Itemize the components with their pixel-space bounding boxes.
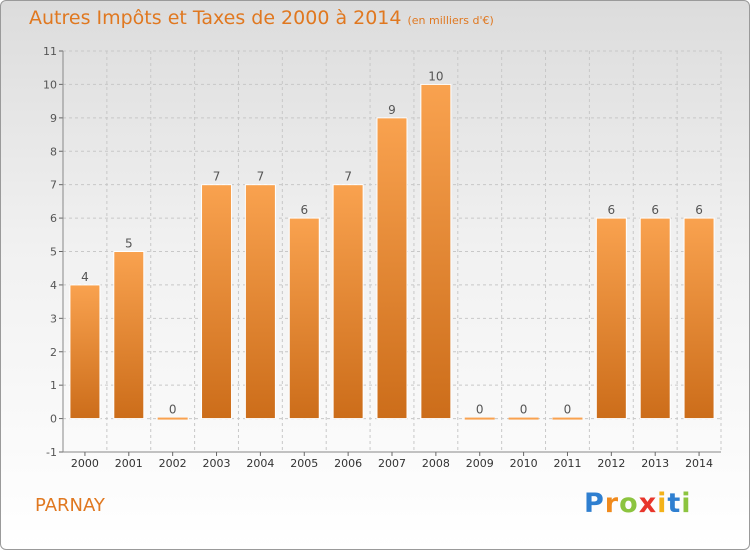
bar-2008 xyxy=(420,83,452,420)
logo-letter: r xyxy=(604,488,620,519)
title-text: Autres Impôts et Taxes de 2000 à 2014 xyxy=(29,7,402,29)
data-label: 7 xyxy=(257,170,265,184)
x-tick-label: 2014 xyxy=(685,457,713,470)
chart-title: Autres Impôts et Taxes de 2000 à 2014 (en… xyxy=(29,7,494,29)
data-label: 6 xyxy=(695,203,703,217)
data-label: 5 xyxy=(125,237,133,251)
data-label: 7 xyxy=(344,170,352,184)
y-tick-label: 4 xyxy=(50,279,57,292)
logo-letter: P xyxy=(584,488,605,519)
y-tick-label: 1 xyxy=(50,379,57,392)
bar-2003 xyxy=(201,184,233,420)
bar-2000 xyxy=(69,284,101,420)
x-tick-label: 2004 xyxy=(246,457,274,470)
bars xyxy=(69,83,715,420)
y-tick-label: 0 xyxy=(50,413,57,426)
data-label: 4 xyxy=(81,270,89,284)
y-tick-label: 3 xyxy=(50,312,57,325)
bar-2005 xyxy=(288,217,320,420)
x-tick-label: 2008 xyxy=(422,457,450,470)
bar-2012 xyxy=(595,217,627,420)
x-tick-label: 2013 xyxy=(641,457,669,470)
y-tick-label: 7 xyxy=(50,179,57,192)
data-label: 0 xyxy=(169,403,177,417)
x-tick-label: 2005 xyxy=(290,457,318,470)
y-tick-label: -1 xyxy=(46,446,57,459)
bar-2002 xyxy=(157,417,188,420)
x-tick-label: 2003 xyxy=(203,457,231,470)
x-tick-label: 2009 xyxy=(466,457,494,470)
place-name: PARNAY xyxy=(35,495,105,516)
data-label: 0 xyxy=(564,403,572,417)
x-tick-label: 2001 xyxy=(115,457,143,470)
data-label: 9 xyxy=(388,103,396,117)
x-tick-label: 2002 xyxy=(159,457,187,470)
proxiti-logo: Proxiti xyxy=(584,488,692,519)
y-tick-label: 9 xyxy=(50,112,57,125)
bar-2006 xyxy=(332,184,364,420)
data-label: 0 xyxy=(520,403,528,417)
logo-letter: t xyxy=(667,488,682,519)
x-tick-label: 2000 xyxy=(71,457,99,470)
x-tick-label: 2007 xyxy=(378,457,406,470)
bar-2007 xyxy=(376,117,408,420)
bar-2001 xyxy=(113,251,145,420)
y-tick-label: 10 xyxy=(43,78,57,91)
data-label: 10 xyxy=(428,69,443,83)
x-tick-label: 2010 xyxy=(510,457,538,470)
x-tick-label: 2006 xyxy=(334,457,362,470)
title-unit: (en milliers d'€) xyxy=(407,14,494,27)
y-tick-label: 6 xyxy=(50,212,57,225)
y-tick-label: 8 xyxy=(50,145,57,158)
bar-2004 xyxy=(244,184,276,420)
logo-letter: i xyxy=(657,488,668,519)
y-tick-label: 5 xyxy=(50,246,57,259)
y-tick-label: 2 xyxy=(50,346,57,359)
bar-2013 xyxy=(639,217,671,420)
logo-letter: i xyxy=(681,488,692,519)
data-label: 0 xyxy=(476,403,484,417)
logo-letter: x xyxy=(638,488,658,519)
bar-2011 xyxy=(552,417,583,420)
bar-2014 xyxy=(683,217,715,420)
logo-letter: o xyxy=(619,488,639,519)
data-label: 6 xyxy=(608,203,616,217)
data-label: 6 xyxy=(300,203,308,217)
bar-2009 xyxy=(464,417,495,420)
x-tick-label: 2012 xyxy=(597,457,625,470)
bar-2010 xyxy=(508,417,539,420)
x-tick-label: 2011 xyxy=(553,457,581,470)
data-label: 6 xyxy=(651,203,659,217)
data-label: 7 xyxy=(213,170,221,184)
labels: -1 0 1 2 3 4 5 6 7 8 9 10 11 4 2000 5 2001 0 2002 7 2003 7 200… xyxy=(43,45,713,470)
y-tick-label: 11 xyxy=(43,45,57,58)
axes xyxy=(59,50,721,456)
